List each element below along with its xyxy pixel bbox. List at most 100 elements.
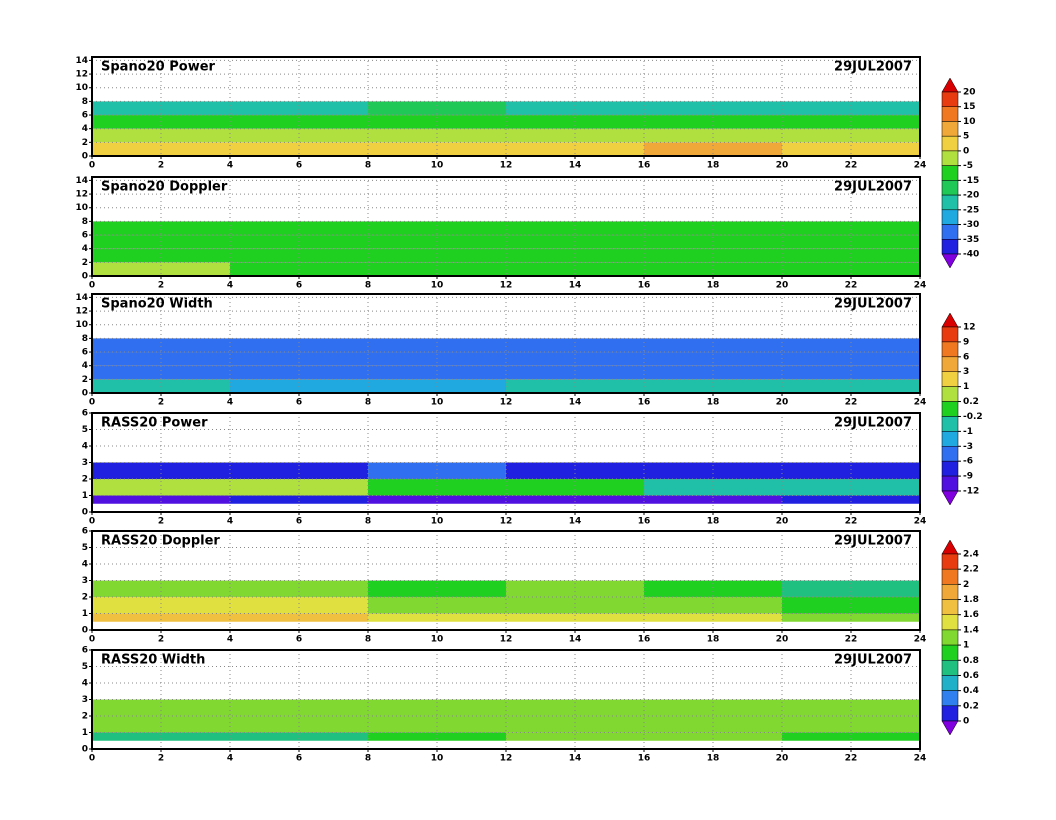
y-tick-label: 5	[82, 543, 88, 553]
heat-cell	[368, 248, 506, 263]
panel-date: 29JUL2007	[834, 180, 912, 195]
x-tick-label: 14	[569, 281, 582, 291]
x-tick-label: 18	[707, 517, 720, 527]
colorbar-segment	[941, 690, 959, 707]
colorbar-label: -20	[963, 191, 979, 201]
heat-cell	[92, 365, 230, 380]
heat-cell	[230, 248, 368, 263]
x-tick-label: 8	[365, 754, 371, 764]
colorbar-arrow	[941, 490, 959, 506]
panel-title: Spano20 Doppler	[101, 180, 228, 195]
y-tick-label: 6	[82, 409, 88, 419]
colorbar-label: 0.2	[963, 701, 979, 711]
x-tick-label: 24	[914, 635, 927, 645]
y-tick-label: 3	[82, 458, 88, 468]
colorbar-label: 6	[963, 352, 969, 362]
x-tick-label: 12	[500, 398, 513, 408]
heat-cell	[782, 338, 920, 353]
plot-frame	[91, 649, 921, 750]
colorbar-segment	[941, 341, 959, 358]
y-tick-label: 14	[75, 56, 88, 66]
y-tick-label: 0	[82, 389, 88, 399]
x-tick-label: 0	[89, 398, 95, 408]
heat-cell	[644, 462, 782, 479]
x-tick-label: 0	[89, 517, 95, 527]
panel-date: 29JUL2007	[834, 297, 912, 312]
panel-title: Spano20 Power	[101, 60, 216, 75]
colorbar-label: 5	[963, 132, 969, 142]
y-tick-label: 3	[82, 576, 88, 586]
x-tick-label: 6	[296, 635, 302, 645]
x-tick-label: 22	[845, 754, 858, 764]
heat-cell	[230, 221, 368, 236]
colorbar-segment	[941, 371, 959, 387]
x-tick-label: 2	[158, 398, 164, 408]
x-tick-label: 16	[638, 517, 651, 527]
colorbar-label: 2.2	[963, 565, 979, 575]
x-tick-label: 4	[227, 635, 233, 645]
x-tick-label: 22	[845, 161, 858, 171]
heat-cell	[230, 495, 368, 504]
x-tick-label: 24	[914, 281, 927, 291]
heat-cell	[92, 613, 230, 622]
heat-cell	[506, 221, 644, 236]
x-tick-label: 20	[776, 754, 789, 764]
heat-cell	[368, 597, 506, 614]
colorbar-label: 12	[963, 323, 976, 333]
colorbar-label: 9	[963, 337, 969, 347]
colorbar-label: -40	[963, 250, 979, 260]
heat-cell	[782, 613, 920, 622]
heat-cell	[644, 597, 782, 614]
heat-cell	[644, 479, 782, 496]
x-tick-label: 2	[158, 517, 164, 527]
colorbar-arrow	[941, 720, 959, 736]
panel-date: 29JUL2007	[834, 534, 912, 549]
panel-date: 29JUL2007	[834, 416, 912, 431]
colorbar-label: 1.6	[963, 610, 979, 620]
colorbar-label: 0	[963, 146, 969, 156]
y-tick-label: 6	[82, 111, 88, 121]
heat-cell	[644, 699, 782, 716]
panel-date: 29JUL2007	[834, 653, 912, 668]
heat-cell	[368, 338, 506, 353]
heat-cell	[506, 732, 644, 741]
y-tick-label: 1	[82, 728, 88, 738]
plot-frame	[91, 293, 921, 394]
x-tick-label: 8	[365, 281, 371, 291]
plot-frame	[91, 176, 921, 277]
heat-cell	[230, 365, 368, 380]
heat-cell	[368, 128, 506, 143]
colorbar-segment	[941, 386, 959, 402]
colorbar-label: 20	[963, 88, 976, 98]
colorbar-segment	[941, 584, 959, 600]
heat-cell	[506, 699, 644, 716]
y-tick-label: 0	[82, 508, 88, 518]
y-tick-label: 14	[75, 176, 88, 186]
x-tick-label: 0	[89, 635, 95, 645]
panel-date: 29JUL2007	[834, 60, 912, 75]
colorbar-segment	[941, 135, 959, 152]
heat-cell	[368, 462, 506, 479]
x-tick-label: 20	[776, 635, 789, 645]
plot-frame	[91, 530, 921, 631]
y-tick-label: 2	[82, 375, 88, 385]
heat-cell	[92, 580, 230, 597]
colorbar-label: -1	[963, 427, 973, 437]
x-tick-label: 2	[158, 635, 164, 645]
x-tick-label: 18	[707, 281, 720, 291]
x-tick-label: 6	[296, 161, 302, 171]
x-tick-label: 16	[638, 161, 651, 171]
colorbar-label: 1	[963, 641, 969, 651]
colorbar-segment	[941, 224, 959, 240]
heat-cell	[506, 338, 644, 353]
colorbar-segment	[941, 660, 959, 676]
heat-cell	[782, 248, 920, 263]
colorbar-segment	[941, 209, 959, 225]
heat-cell	[92, 221, 230, 236]
heat-cell	[506, 462, 644, 479]
heat-cell	[92, 462, 230, 479]
heat-cell	[92, 101, 230, 116]
x-tick-label: 10	[431, 517, 444, 527]
y-tick-label: 8	[82, 334, 88, 344]
heat-cell	[230, 699, 368, 716]
